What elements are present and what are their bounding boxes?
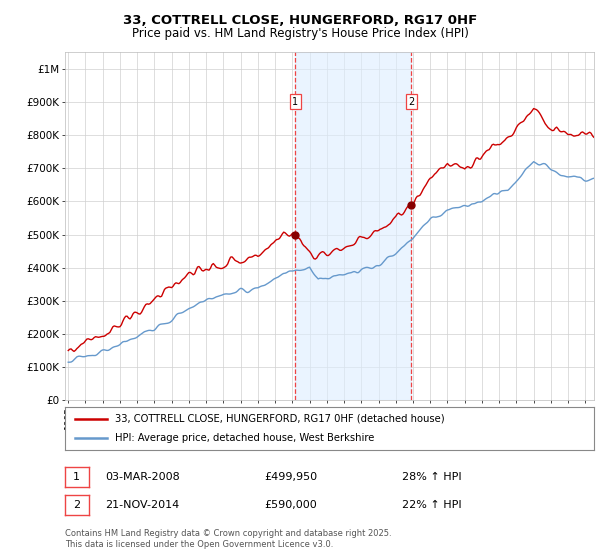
Text: 28% ↑ HPI: 28% ↑ HPI bbox=[402, 472, 461, 482]
Text: Contains HM Land Registry data © Crown copyright and database right 2025.
This d: Contains HM Land Registry data © Crown c… bbox=[65, 529, 391, 549]
Text: 2: 2 bbox=[408, 97, 415, 107]
Text: 03-MAR-2008: 03-MAR-2008 bbox=[105, 472, 180, 482]
Bar bbox=[295, 52, 411, 400]
Text: Price paid vs. HM Land Registry's House Price Index (HPI): Price paid vs. HM Land Registry's House … bbox=[131, 27, 469, 40]
Text: £499,950: £499,950 bbox=[264, 472, 317, 482]
Text: 1: 1 bbox=[292, 97, 298, 107]
Text: HPI: Average price, detached house, West Berkshire: HPI: Average price, detached house, West… bbox=[115, 433, 374, 443]
Text: 2: 2 bbox=[73, 500, 80, 510]
Text: 22% ↑ HPI: 22% ↑ HPI bbox=[402, 500, 461, 510]
Text: 33, COTTRELL CLOSE, HUNGERFORD, RG17 0HF: 33, COTTRELL CLOSE, HUNGERFORD, RG17 0HF bbox=[123, 14, 477, 27]
Text: 33, COTTRELL CLOSE, HUNGERFORD, RG17 0HF (detached house): 33, COTTRELL CLOSE, HUNGERFORD, RG17 0HF… bbox=[115, 414, 445, 424]
Text: 1: 1 bbox=[73, 472, 80, 482]
Text: 21-NOV-2014: 21-NOV-2014 bbox=[105, 500, 179, 510]
Text: £590,000: £590,000 bbox=[264, 500, 317, 510]
